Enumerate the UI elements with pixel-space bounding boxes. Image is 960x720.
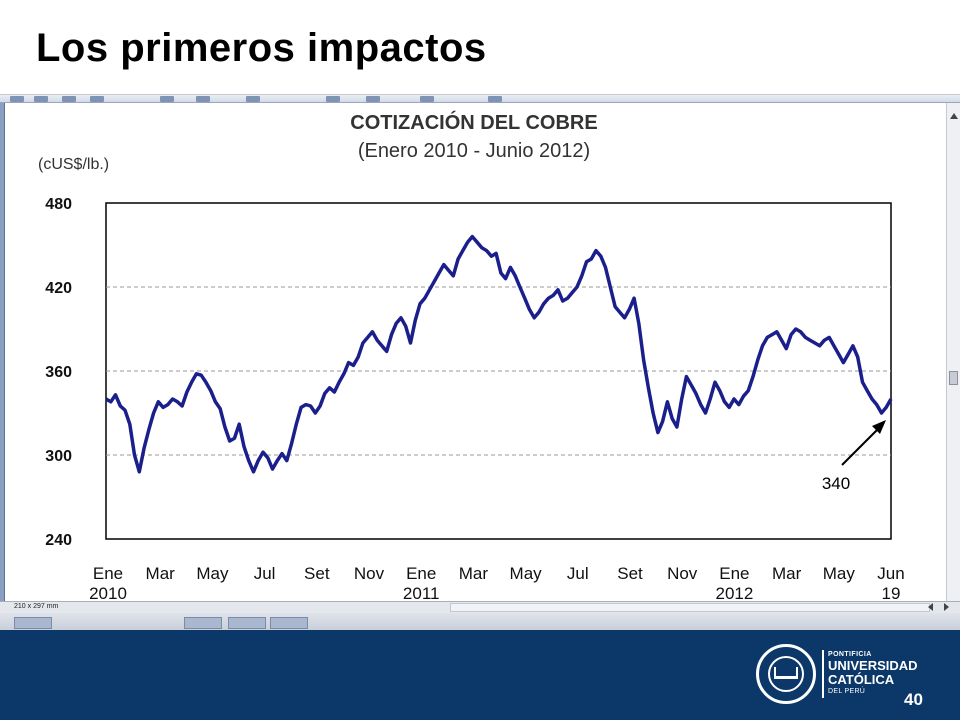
x-tick-label: Jul (567, 564, 589, 583)
x-tick-label: Mar (459, 564, 489, 583)
x-tick-year-label: 2012 (715, 584, 753, 601)
taskbar-button[interactable] (270, 617, 308, 629)
x-tick-label: May (510, 564, 543, 583)
x-tick-label: Jun (877, 564, 904, 583)
x-tick-label: Set (304, 564, 330, 583)
y-tick-label: 480 (45, 196, 72, 213)
x-tick-year-label: 2011 (403, 584, 440, 601)
copper-price-chart: COTIZACIÓN DEL COBRE (Enero 2010 - Junio… (38, 110, 905, 601)
x-tick-year-label: 2010 (89, 584, 127, 601)
slide-title: Los primeros impactos (36, 26, 487, 70)
scroll-thumb[interactable] (949, 371, 958, 385)
toolbar-icon[interactable] (196, 96, 210, 102)
x-tick-label: Ene (93, 564, 123, 583)
toolbar-icon[interactable] (34, 96, 48, 102)
y-tick-label: 360 (45, 364, 72, 381)
x-tick-label: Ene (719, 564, 749, 583)
taskbar-button[interactable] (228, 617, 266, 629)
taskbar (0, 613, 960, 631)
x-tick-label: Nov (667, 564, 698, 583)
taskbar-button[interactable] (14, 617, 52, 629)
x-tick-year-label: 19 (882, 584, 901, 601)
vertical-scrollbar[interactable] (946, 103, 960, 601)
toolbar-icon[interactable] (326, 96, 340, 102)
x-tick-label: Set (617, 564, 643, 583)
x-tick-label: Mar (146, 564, 176, 583)
scroll-up-icon[interactable] (950, 113, 958, 119)
toolbar-strip (0, 95, 960, 103)
status-bar: 210 x 297 mm (0, 601, 960, 613)
chart-subtitle: (Enero 2010 - Junio 2012) (358, 140, 590, 162)
logo-line-3: CATÓLICA (828, 672, 895, 687)
page-number: 40 (904, 690, 923, 709)
toolbar-icon[interactable] (420, 96, 434, 102)
x-tick-label: Jul (254, 564, 276, 583)
x-tick-label: Mar (772, 564, 802, 583)
chart-title: COTIZACIÓN DEL COBRE (350, 110, 597, 134)
toolbar-icon[interactable] (62, 96, 76, 102)
logo-line-1: PONTIFICIA (828, 651, 872, 658)
y-tick-label: 300 (45, 448, 72, 465)
x-tick-label: May (823, 564, 856, 583)
toolbar-icon[interactable] (488, 96, 502, 102)
scroll-left-icon[interactable] (928, 603, 933, 611)
copper-price-line (105, 234, 893, 474)
logo-divider (822, 650, 824, 698)
toolbar-icon[interactable] (160, 96, 174, 102)
x-tick-label: May (196, 564, 229, 583)
annotation-label: 340 (822, 474, 850, 493)
y-axis-label: (cUS$/lb.) (38, 156, 109, 173)
toolbar-icon[interactable] (246, 96, 260, 102)
x-tick-label: Nov (354, 564, 385, 583)
logo-wordmark: PONTIFICIA UNIVERSIDAD CATÓLICA DEL PERÚ (828, 650, 918, 696)
toolbar-icon[interactable] (10, 96, 24, 102)
university-seal-icon (756, 644, 816, 704)
x-tick-label: Ene (406, 564, 436, 583)
footer-band: PONTIFICIA UNIVERSIDAD CATÓLICA DEL PERÚ… (0, 630, 960, 720)
left-ruler (0, 103, 5, 601)
annotation-arrow (841, 424, 883, 466)
university-logo: PONTIFICIA UNIVERSIDAD CATÓLICA DEL PERÚ (756, 644, 918, 706)
toolbar-icon[interactable] (366, 96, 380, 102)
toolbar-icon[interactable] (90, 96, 104, 102)
logo-line-2: UNIVERSIDAD (828, 658, 918, 673)
y-tick-label: 240 (45, 532, 72, 549)
document-window: COTIZACIÓN DEL COBRE (Enero 2010 - Junio… (0, 94, 960, 631)
y-tick-label: 420 (45, 280, 72, 297)
logo-line-4: DEL PERÚ (828, 688, 866, 695)
annotation-arrowhead (872, 420, 886, 434)
scroll-right-icon[interactable] (944, 603, 949, 611)
taskbar-button[interactable] (184, 617, 222, 629)
page-size-status: 210 x 297 mm (14, 603, 59, 610)
horizontal-scrollbar[interactable] (450, 603, 930, 612)
